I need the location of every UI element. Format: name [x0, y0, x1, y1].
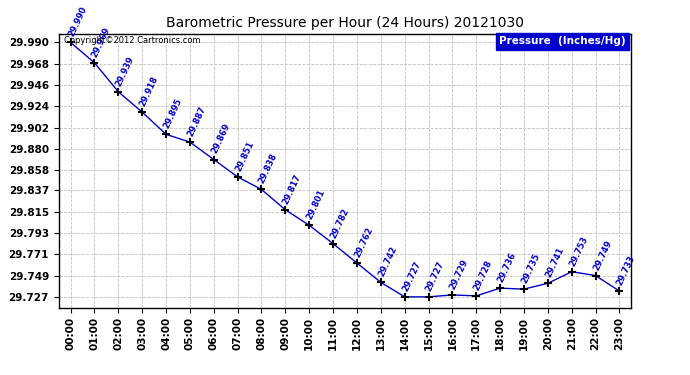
Text: 29.762: 29.762	[353, 226, 375, 259]
Text: 29.729: 29.729	[448, 258, 470, 291]
Text: Pressure  (Inches/Hg): Pressure (Inches/Hg)	[499, 36, 626, 46]
Text: 29.753: 29.753	[568, 234, 589, 267]
Text: 29.733: 29.733	[615, 254, 637, 287]
Text: 29.838: 29.838	[257, 152, 279, 185]
Text: 29.887: 29.887	[186, 105, 208, 138]
Text: 29.990: 29.990	[67, 5, 88, 38]
Text: 29.782: 29.782	[329, 207, 351, 240]
Text: 29.801: 29.801	[305, 188, 327, 221]
Text: 29.895: 29.895	[162, 97, 184, 130]
Text: 29.736: 29.736	[496, 251, 518, 284]
Text: Copyright©2012 Cartronics.com: Copyright©2012 Cartronics.com	[64, 36, 201, 45]
Text: 29.749: 29.749	[591, 238, 613, 272]
Text: 29.727: 29.727	[401, 260, 422, 293]
Text: 29.742: 29.742	[377, 245, 399, 278]
Text: 29.851: 29.851	[234, 140, 255, 173]
Text: 29.741: 29.741	[544, 246, 566, 279]
Text: 29.728: 29.728	[472, 259, 494, 292]
Text: 29.969: 29.969	[90, 26, 112, 58]
Text: 29.817: 29.817	[282, 172, 303, 206]
Title: Barometric Pressure per Hour (24 Hours) 20121030: Barometric Pressure per Hour (24 Hours) …	[166, 16, 524, 30]
Text: 29.918: 29.918	[138, 75, 160, 108]
Text: 29.735: 29.735	[520, 252, 542, 285]
Text: 29.869: 29.869	[210, 122, 232, 155]
Text: 29.727: 29.727	[424, 260, 446, 293]
Text: 29.939: 29.939	[115, 55, 136, 88]
